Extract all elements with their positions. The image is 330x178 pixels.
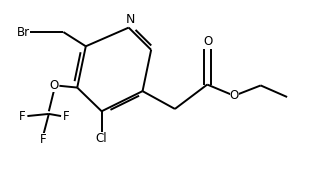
Text: F: F <box>63 109 69 123</box>
Text: Cl: Cl <box>96 132 108 145</box>
Text: Br: Br <box>16 25 30 39</box>
Text: F: F <box>40 133 46 146</box>
Text: F: F <box>19 109 26 123</box>
Text: O: O <box>204 35 213 48</box>
Text: N: N <box>126 13 135 26</box>
Text: O: O <box>50 79 59 92</box>
Text: O: O <box>230 89 239 102</box>
